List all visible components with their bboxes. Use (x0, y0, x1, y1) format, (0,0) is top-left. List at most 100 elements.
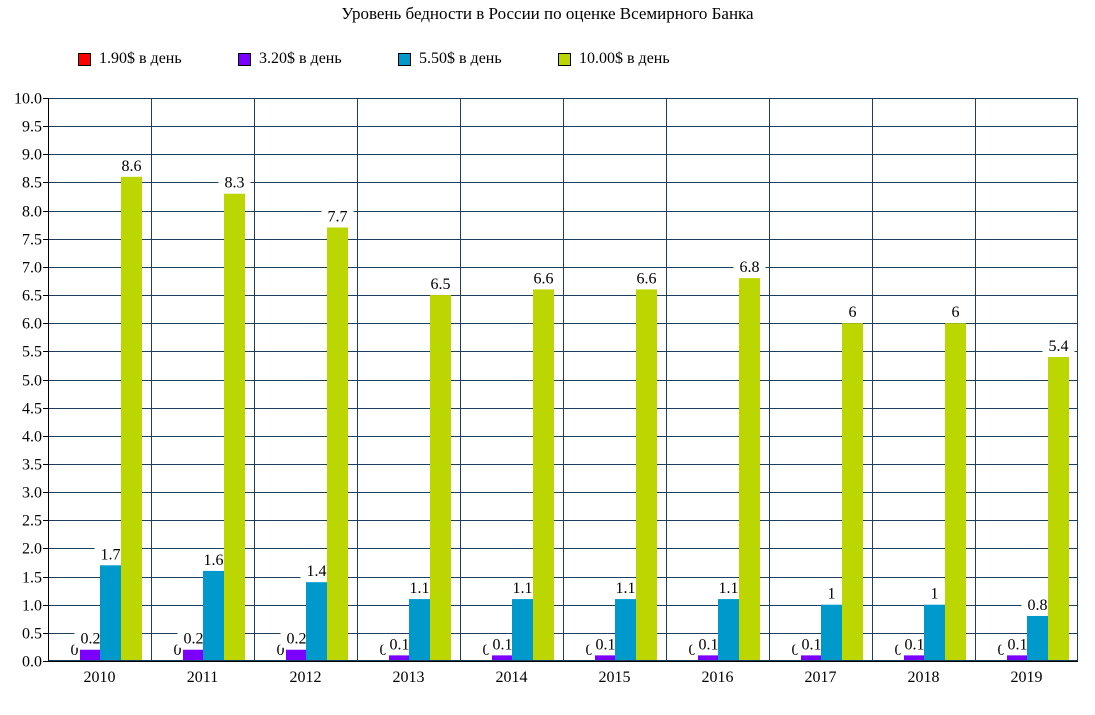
bar (533, 289, 554, 661)
data-label: 6.6 (534, 270, 554, 287)
y-tick-label: 5.5 (22, 344, 42, 361)
data-label-bg (321, 206, 354, 226)
data-label-bg (280, 628, 313, 648)
data-label-bg (947, 302, 964, 322)
data-label-bg (486, 634, 519, 654)
data-label-bg (94, 544, 127, 564)
y-tick-label: 1.0 (22, 598, 42, 615)
data-label-bg (1001, 634, 1034, 654)
data-label: 8.6 (122, 158, 142, 175)
data-label: 0.1 (1008, 636, 1028, 653)
bar (821, 604, 842, 661)
legend-label: 1.90$ в день (99, 50, 182, 67)
legend-label: 5.50$ в день (419, 50, 502, 67)
data-label: 0.1 (699, 636, 719, 653)
bar (1007, 655, 1028, 661)
data-label: 1.1 (616, 580, 636, 597)
y-tick-label: 2.0 (22, 541, 42, 558)
y-tick-label: 0.5 (22, 626, 42, 643)
data-label: 0.2 (287, 631, 307, 648)
data-label: 0.1 (596, 636, 616, 653)
legend-swatch (238, 53, 251, 66)
data-label: 1.6 (204, 552, 224, 569)
bar (306, 582, 327, 661)
data-label: 1 (828, 586, 836, 603)
data-label-bg (1021, 594, 1054, 614)
data-label-bg (300, 561, 333, 581)
legend-label: 3.20$ в день (259, 50, 342, 67)
data-label-bg (218, 172, 251, 192)
data-label-bg (589, 634, 622, 654)
data-label: 1.1 (410, 580, 430, 597)
y-tick-label: 4.0 (22, 429, 42, 446)
y-tick-label: 8.5 (22, 175, 42, 192)
bar (595, 655, 616, 661)
data-label-bg (115, 155, 148, 175)
data-label: 6 (849, 304, 857, 321)
data-label: 1.4 (307, 563, 327, 580)
data-label: 0 (71, 642, 79, 659)
bar (718, 599, 739, 661)
data-label-bg (383, 634, 416, 654)
y-tick-label: 6.5 (22, 288, 42, 305)
bar (121, 176, 142, 661)
bar (512, 599, 533, 661)
data-label: 8.3 (225, 175, 245, 192)
data-label-bg (733, 257, 766, 277)
legend-swatch (78, 53, 91, 66)
bar (430, 295, 451, 661)
y-tick-label: 7.5 (22, 232, 42, 249)
x-tick-label: 2015 (599, 669, 631, 686)
data-label: 1.1 (719, 580, 739, 597)
data-label: 6.8 (740, 259, 760, 276)
data-label: 1.7 (101, 546, 121, 563)
data-label-bg (1042, 335, 1075, 355)
data-label: 6.6 (637, 270, 657, 287)
data-label-bg (898, 634, 931, 654)
y-tick-label: 5.0 (22, 373, 42, 390)
data-label-bg (844, 302, 861, 322)
data-label: 1 (931, 586, 939, 603)
y-tick-label: 10.0 (14, 91, 42, 108)
data-label: 6 (952, 304, 960, 321)
data-label: 0.2 (184, 631, 204, 648)
y-tick-label: 6.0 (22, 316, 42, 333)
bar (286, 649, 307, 661)
x-tick-label: 2018 (908, 669, 940, 686)
bar (801, 655, 822, 661)
bar (100, 565, 121, 661)
data-label: 0.8 (1028, 597, 1048, 614)
data-label-bg (926, 583, 943, 603)
data-label: 5.4 (1049, 338, 1069, 355)
x-tick-label: 2017 (805, 669, 837, 686)
bar (389, 655, 410, 661)
x-tick-label: 2012 (290, 669, 322, 686)
data-label-bg (197, 549, 230, 569)
bar (615, 599, 636, 661)
bar (203, 570, 224, 661)
data-label-bg (177, 628, 210, 648)
x-tick-label: 2016 (702, 669, 734, 686)
data-label: 7.7 (328, 208, 348, 225)
bar (80, 649, 101, 661)
data-label: 1.1 (513, 580, 533, 597)
data-label-bg (630, 268, 663, 288)
y-tick-label: 9.0 (22, 147, 42, 164)
data-label: 6.5 (431, 276, 451, 293)
legend-swatch (558, 53, 571, 66)
bar (409, 599, 430, 661)
chart-title: Уровень бедности в России по оценке Всем… (341, 4, 754, 23)
bar (842, 323, 863, 661)
legend-swatch (398, 53, 411, 66)
x-tick-label: 2019 (1011, 669, 1043, 686)
data-label-bg (506, 578, 539, 598)
data-label-bg (795, 634, 828, 654)
data-label-bg (527, 268, 560, 288)
bar (492, 655, 513, 661)
data-label-bg (609, 578, 642, 598)
y-tick-label: 1.5 (22, 570, 42, 587)
bar (739, 278, 760, 661)
data-label-bg (712, 578, 745, 598)
y-tick-label: 9.5 (22, 119, 42, 136)
legend-label: 10.00$ в день (579, 50, 670, 67)
